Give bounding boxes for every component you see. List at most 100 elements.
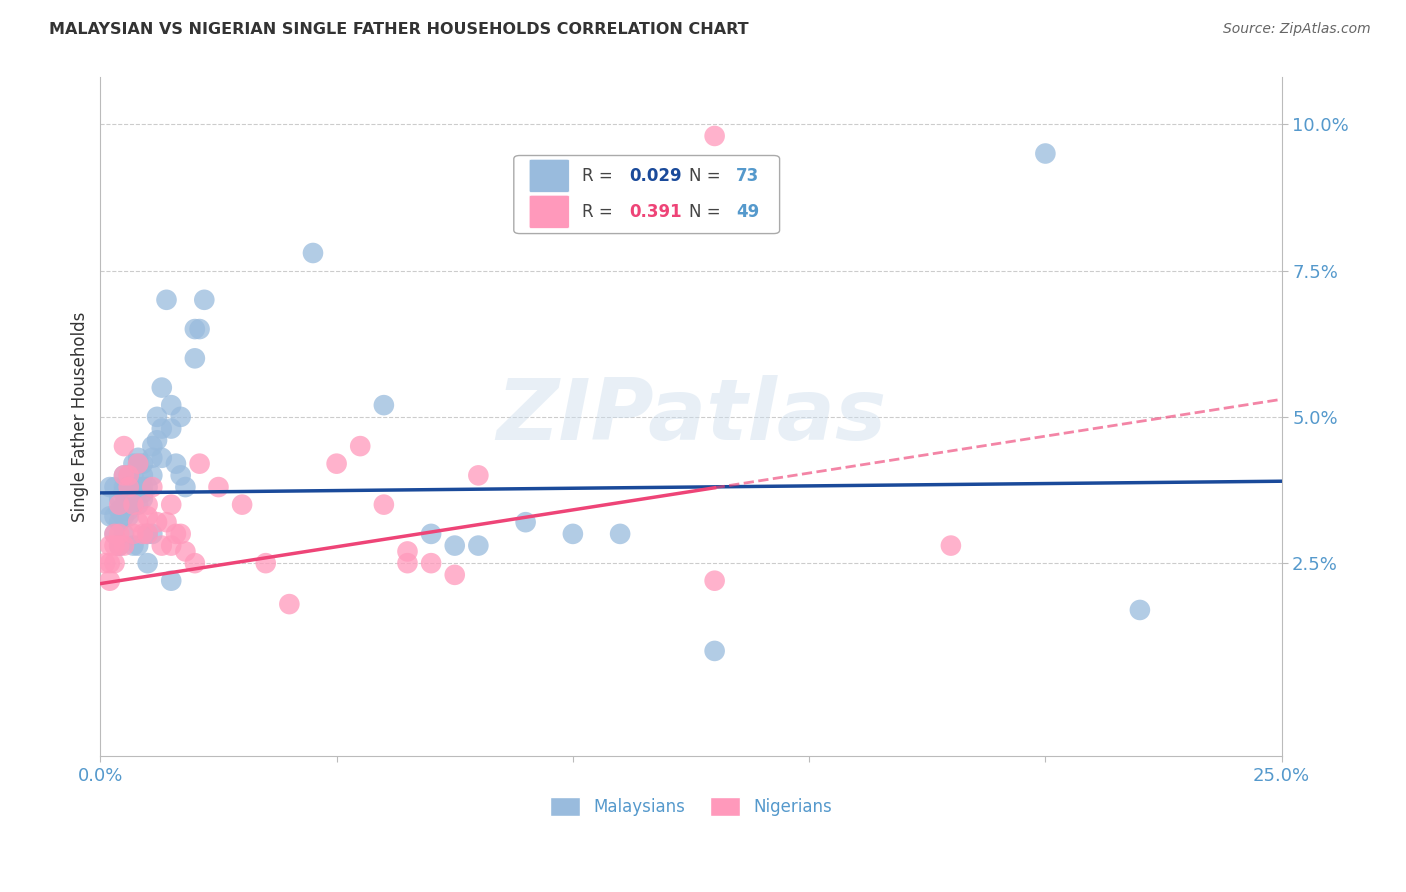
Point bbox=[160, 574, 183, 588]
Text: Source: ZipAtlas.com: Source: ZipAtlas.com bbox=[1223, 22, 1371, 37]
Point bbox=[396, 556, 419, 570]
Point bbox=[112, 527, 135, 541]
Point bbox=[184, 351, 207, 366]
Point bbox=[136, 556, 159, 570]
Point bbox=[112, 468, 135, 483]
Point bbox=[703, 644, 725, 658]
Point bbox=[122, 486, 145, 500]
Point bbox=[103, 539, 125, 553]
Point bbox=[122, 468, 145, 483]
Point bbox=[108, 539, 131, 553]
Point bbox=[373, 498, 395, 512]
Point bbox=[207, 480, 229, 494]
Point bbox=[160, 539, 183, 553]
Point bbox=[127, 480, 149, 494]
Point bbox=[188, 457, 211, 471]
Point bbox=[396, 544, 419, 558]
Point bbox=[112, 468, 135, 483]
Point bbox=[132, 491, 155, 506]
Point bbox=[184, 322, 207, 336]
Point bbox=[108, 539, 131, 553]
Point bbox=[132, 527, 155, 541]
Point bbox=[467, 539, 489, 553]
Point bbox=[150, 381, 173, 395]
Point bbox=[98, 539, 121, 553]
Point bbox=[103, 527, 125, 541]
Point bbox=[98, 574, 121, 588]
Text: R =: R = bbox=[582, 167, 619, 185]
Point bbox=[443, 539, 465, 553]
Point bbox=[118, 480, 141, 494]
Text: N =: N = bbox=[689, 167, 725, 185]
Point bbox=[118, 468, 141, 483]
Legend: Malaysians, Nigerians: Malaysians, Nigerians bbox=[543, 790, 839, 822]
Text: MALAYSIAN VS NIGERIAN SINGLE FATHER HOUSEHOLDS CORRELATION CHART: MALAYSIAN VS NIGERIAN SINGLE FATHER HOUS… bbox=[49, 22, 749, 37]
Point bbox=[231, 498, 253, 512]
Point bbox=[703, 128, 725, 143]
Point bbox=[939, 539, 962, 553]
Point bbox=[325, 457, 347, 471]
Point bbox=[420, 527, 443, 541]
FancyBboxPatch shape bbox=[529, 160, 569, 193]
Point bbox=[1035, 146, 1057, 161]
Point bbox=[94, 498, 117, 512]
Point bbox=[98, 556, 121, 570]
Point bbox=[141, 450, 163, 465]
Point bbox=[112, 509, 135, 524]
Point bbox=[141, 468, 163, 483]
Point bbox=[515, 515, 537, 529]
Point bbox=[141, 439, 163, 453]
Point bbox=[127, 498, 149, 512]
Point bbox=[98, 480, 121, 494]
Point bbox=[141, 480, 163, 494]
Point bbox=[136, 498, 159, 512]
Point bbox=[122, 498, 145, 512]
Point bbox=[132, 457, 155, 471]
Point bbox=[373, 398, 395, 412]
Point bbox=[122, 457, 145, 471]
Point bbox=[136, 527, 159, 541]
Point bbox=[254, 556, 277, 570]
Point bbox=[132, 480, 155, 494]
Point bbox=[103, 480, 125, 494]
Point bbox=[118, 509, 141, 524]
Point bbox=[132, 486, 155, 500]
Point bbox=[118, 498, 141, 512]
FancyBboxPatch shape bbox=[529, 195, 569, 228]
Point bbox=[146, 515, 169, 529]
Point bbox=[136, 509, 159, 524]
Point bbox=[170, 468, 193, 483]
Point bbox=[127, 515, 149, 529]
Point bbox=[112, 486, 135, 500]
Point bbox=[703, 574, 725, 588]
Point bbox=[108, 503, 131, 517]
Point bbox=[170, 409, 193, 424]
Point bbox=[122, 498, 145, 512]
Text: N =: N = bbox=[689, 202, 725, 221]
Point bbox=[112, 480, 135, 494]
Point bbox=[136, 527, 159, 541]
Point bbox=[98, 509, 121, 524]
Point bbox=[443, 567, 465, 582]
Point bbox=[103, 556, 125, 570]
Point bbox=[349, 439, 371, 453]
Point bbox=[108, 527, 131, 541]
Text: 49: 49 bbox=[735, 202, 759, 221]
Point bbox=[112, 498, 135, 512]
Point bbox=[170, 527, 193, 541]
Point bbox=[108, 498, 131, 512]
Point bbox=[122, 539, 145, 553]
Text: 0.391: 0.391 bbox=[630, 202, 682, 221]
Point bbox=[160, 421, 183, 435]
Point bbox=[174, 480, 197, 494]
Point bbox=[108, 515, 131, 529]
Point bbox=[122, 527, 145, 541]
Point bbox=[141, 527, 163, 541]
Point bbox=[103, 509, 125, 524]
Text: R =: R = bbox=[582, 202, 619, 221]
Point bbox=[160, 498, 183, 512]
Point bbox=[160, 398, 183, 412]
Point bbox=[127, 539, 149, 553]
Point bbox=[108, 491, 131, 506]
FancyBboxPatch shape bbox=[513, 155, 779, 234]
